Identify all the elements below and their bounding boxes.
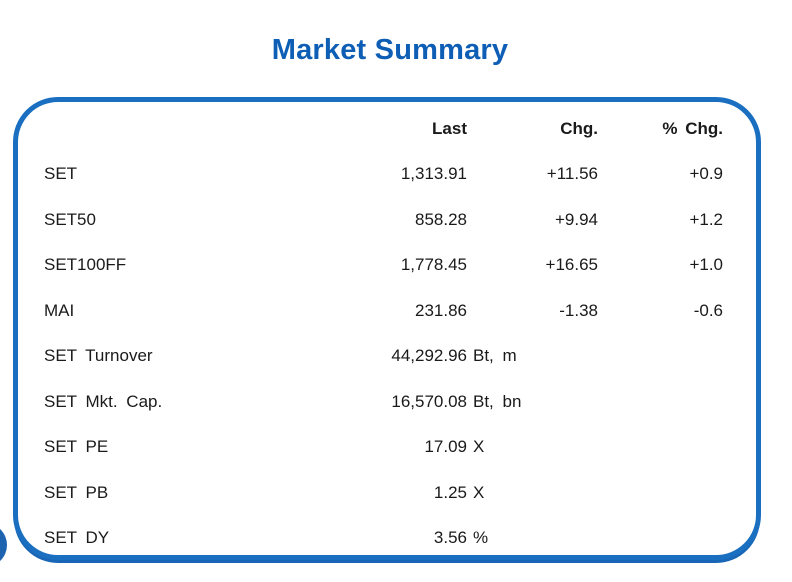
summary-card: Last Chg. % Chg. SET 1,313.91 +11.56 +0.… — [13, 97, 761, 560]
last-value: 44,292.96 — [391, 346, 467, 366]
chg-value: +9.94 — [554, 209, 598, 229]
table-row-set-pb: SET PB 1.25 X — [44, 470, 782, 516]
col-header-chg: Chg. — [560, 118, 598, 138]
col-header-pct-chg: % Chg. — [662, 118, 723, 138]
table-row-set100ff: SET100FF 1,778.45 +16.65 +1.0 — [44, 243, 782, 289]
last-value: 1.25 — [433, 482, 467, 502]
chg-value: +11.56 — [546, 164, 598, 184]
unit-label: Bt, m — [473, 346, 517, 366]
unit-label: X — [473, 437, 485, 457]
row-label: SET50 — [44, 209, 96, 229]
row-label: SET PE — [44, 437, 109, 457]
chg-value: +16.65 — [545, 255, 598, 275]
unit-label: X — [473, 482, 485, 502]
table-row-set50: SET50 858.28 +9.94 +1.2 — [44, 197, 782, 243]
chg-value: -1.38 — [559, 300, 598, 320]
page-title: Market Summary — [271, 34, 509, 66]
row-label: SET PB — [44, 482, 109, 502]
pct-chg-value: +1.2 — [689, 209, 723, 229]
decorative-circle — [0, 523, 7, 567]
table-row-set-turnover: SET Turnover 44,292.96 Bt, m — [44, 334, 782, 380]
table-row-set-mkt-cap: SET Mkt. Cap. 16,570.08 Bt, bn — [44, 379, 782, 425]
pct-chg-value: +0.9 — [689, 164, 723, 184]
last-value: 231.86 — [415, 300, 467, 320]
last-value: 17.09 — [424, 437, 467, 457]
pct-chg-value: -0.6 — [693, 300, 723, 320]
table-row-mai: MAI 231.86 -1.38 -0.6 — [44, 288, 782, 334]
last-value: 16,570.08 — [391, 391, 467, 411]
row-label: SET DY — [44, 528, 110, 548]
summary-table: Last Chg. % Chg. SET 1,313.91 +11.56 +0.… — [18, 102, 792, 561]
last-value: 1,778.45 — [400, 255, 467, 275]
unit-label: Bt, bn — [473, 391, 522, 411]
table-row-set-dy: SET DY 3.56 % — [44, 516, 782, 562]
last-value: 858.28 — [415, 209, 467, 229]
row-label: MAI — [44, 300, 75, 320]
row-label: SET Turnover — [44, 346, 153, 366]
last-value: 3.56 — [433, 528, 467, 548]
table-row-set: SET 1,313.91 +11.56 +0.9 — [44, 152, 782, 198]
row-label: SET Mkt. Cap. — [44, 391, 163, 411]
row-label: SET100FF — [44, 255, 127, 275]
col-header-last: Last — [432, 118, 467, 138]
row-label: SET — [44, 164, 78, 184]
last-value: 1,313.91 — [400, 164, 467, 184]
pct-chg-value: +1.0 — [689, 255, 723, 275]
unit-label: % — [473, 528, 489, 548]
table-header-row: Last Chg. % Chg. — [44, 106, 782, 152]
table-row-set-pe: SET PE 17.09 X — [44, 425, 782, 471]
